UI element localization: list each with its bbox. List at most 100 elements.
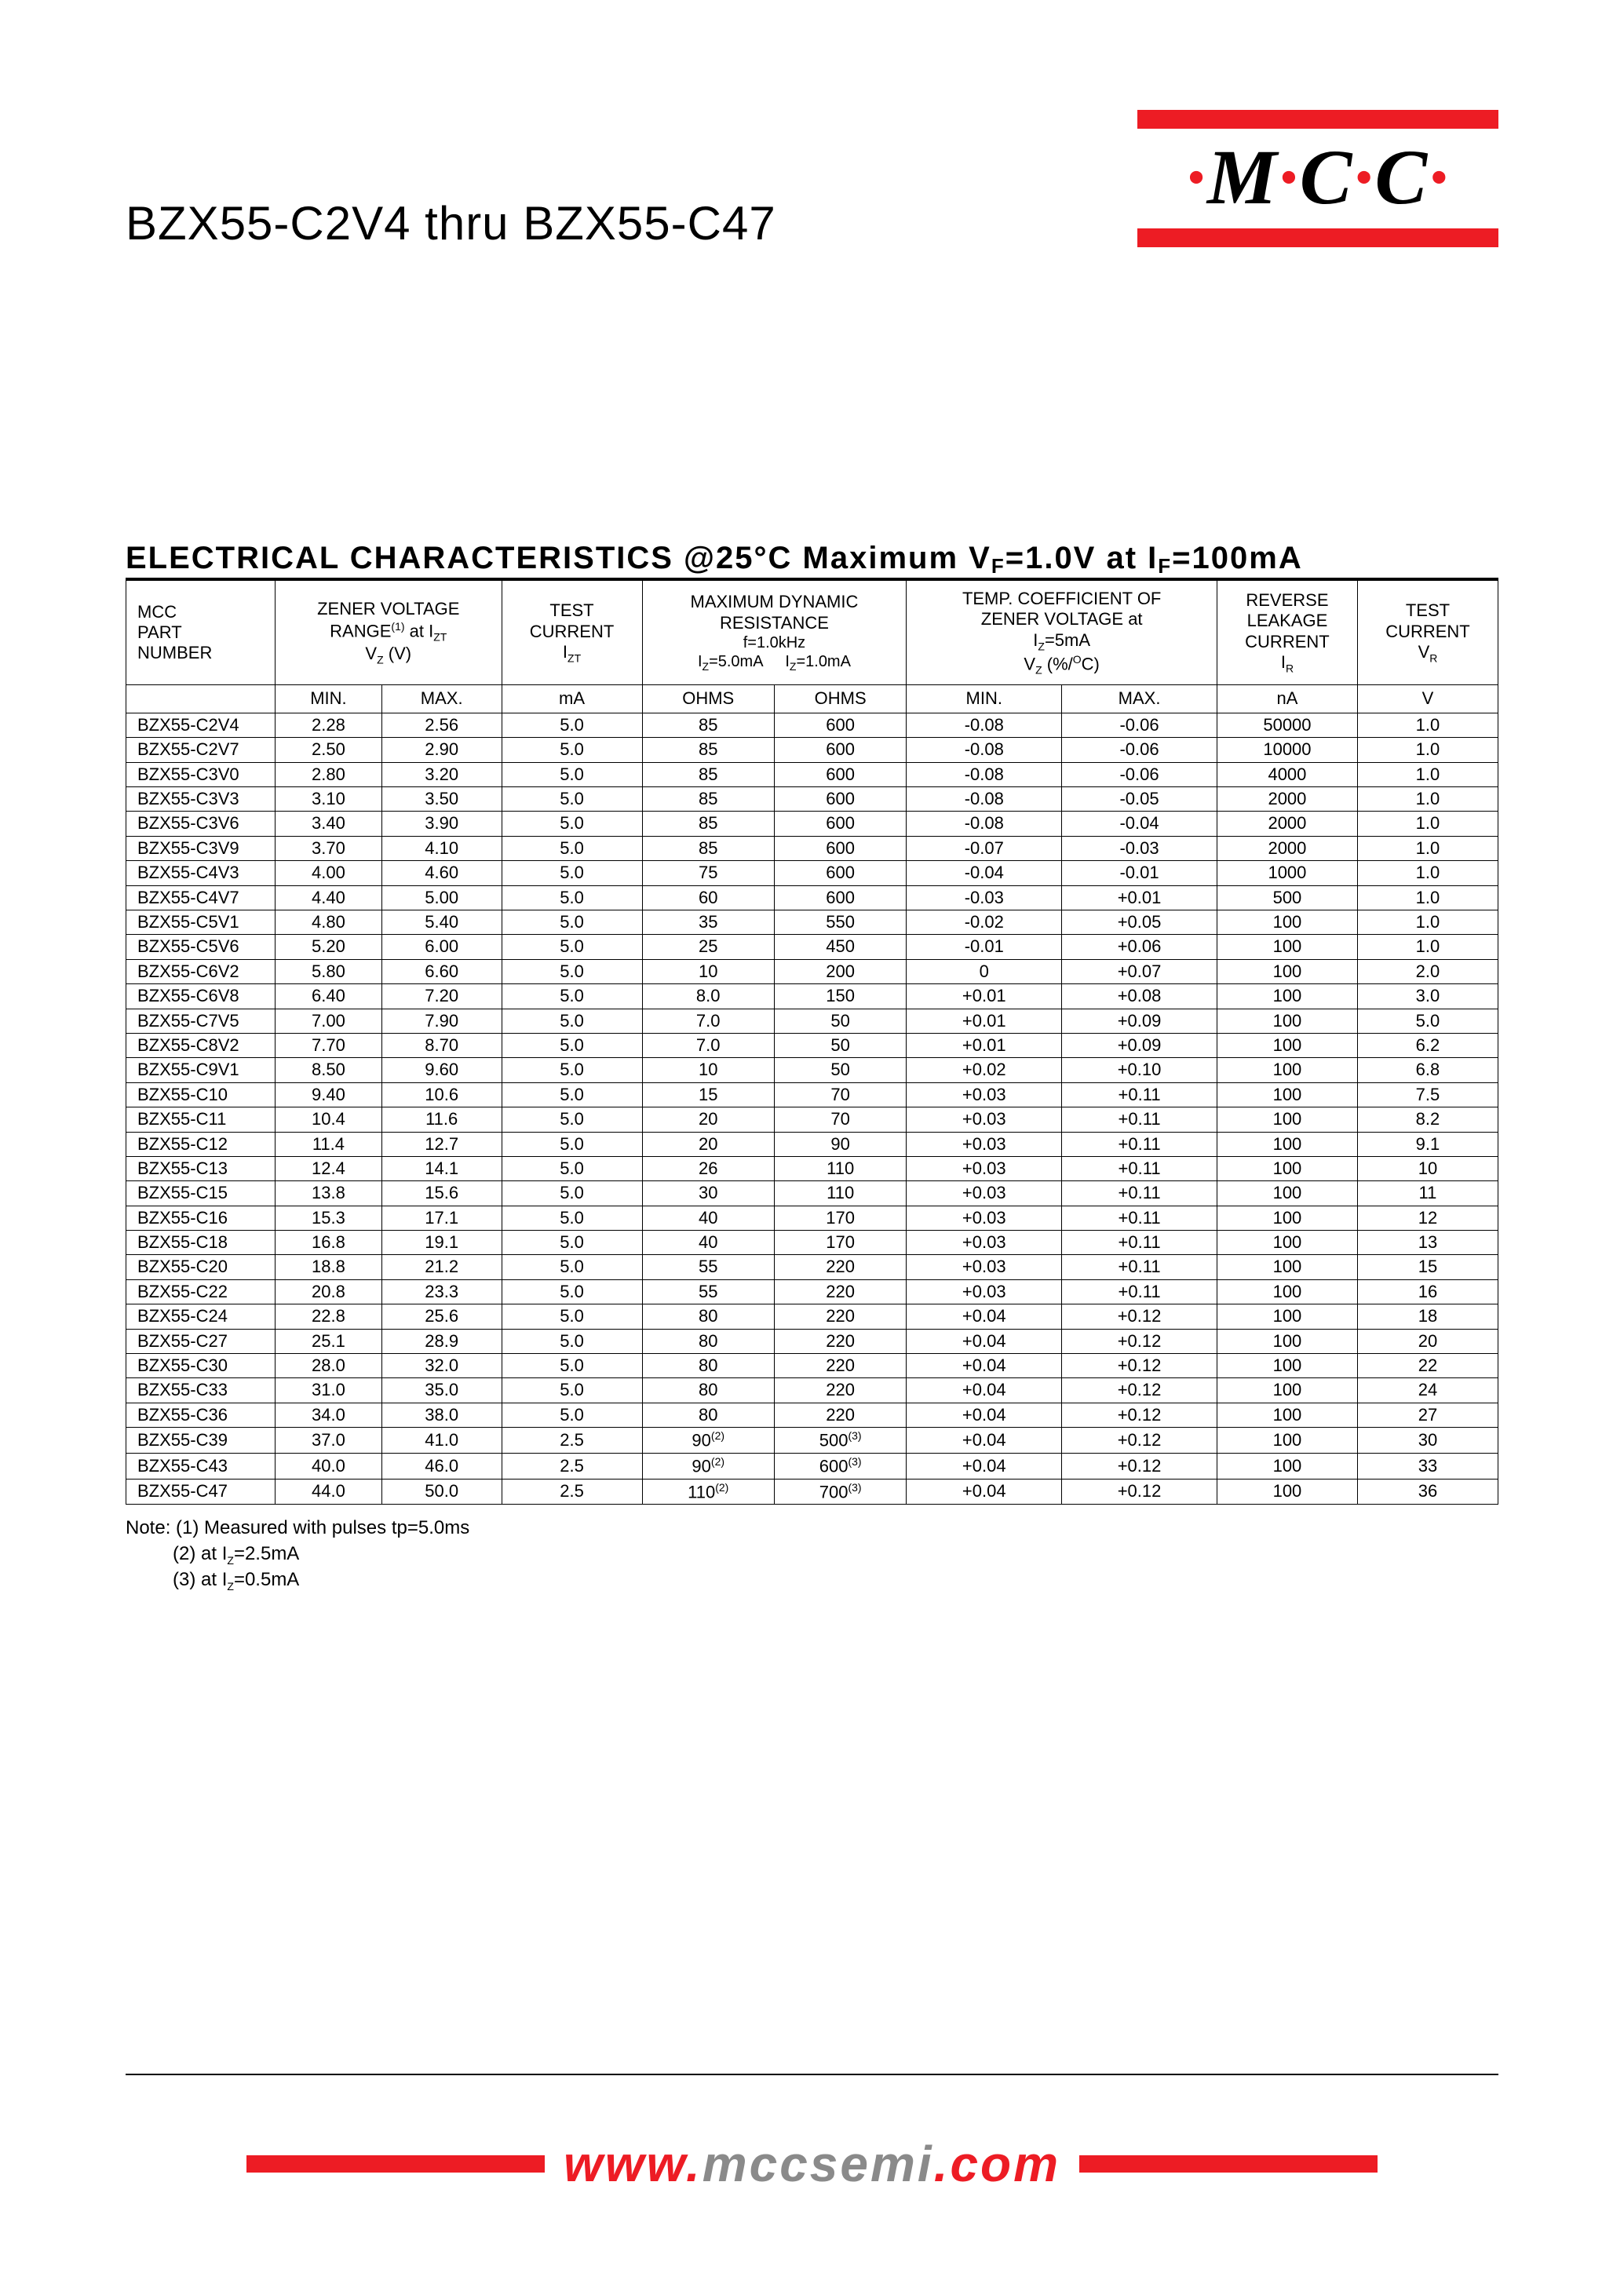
col-header-1: ZENER VOLTAGERANGE(1) at IZTVZ (V) [276, 581, 502, 685]
cell: 15.6 [381, 1181, 502, 1206]
cell: 100 [1217, 1231, 1357, 1255]
cell: 1.0 [1357, 910, 1498, 935]
cell: 220 [774, 1279, 906, 1304]
table-row: BZX55-C4744.050.02.5110(2)700(3)+0.04+0.… [126, 1479, 1498, 1505]
cell: 5.0 [502, 885, 642, 910]
cell: +0.03 [907, 1156, 1062, 1180]
table-row: BZX55-C5V65.206.005.025450-0.01+0.061001… [126, 935, 1498, 959]
cell: 3.70 [276, 836, 382, 860]
cell: 28.0 [276, 1354, 382, 1378]
cell: 38.0 [381, 1403, 502, 1427]
cell: 100 [1217, 1354, 1357, 1378]
cell: 80 [642, 1329, 774, 1353]
cell: +0.01 [907, 984, 1062, 1009]
cell: 1.0 [1357, 762, 1498, 786]
cell: -0.04 [907, 861, 1062, 885]
cell: 220 [774, 1403, 906, 1427]
cell: BZX55-C5V6 [126, 935, 276, 959]
cell: 4000 [1217, 762, 1357, 786]
unit-header-5: OHMS [774, 685, 906, 713]
cell: BZX55-C2V7 [126, 738, 276, 762]
cell: 13 [1357, 1231, 1498, 1255]
cell: 85 [642, 738, 774, 762]
cell: 100 [1217, 1009, 1357, 1033]
cell: 220 [774, 1378, 906, 1403]
cell: BZX55-C11 [126, 1107, 276, 1132]
cell: -0.08 [907, 738, 1062, 762]
cell: 28.9 [381, 1329, 502, 1353]
mcc-logo: ·M·C·C· [1137, 110, 1498, 247]
cell: 5.40 [381, 910, 502, 935]
cell: 100 [1217, 959, 1357, 983]
cell: +0.12 [1062, 1354, 1217, 1378]
cell: 60 [642, 885, 774, 910]
cell: 100 [1217, 1082, 1357, 1107]
cell: 4.40 [276, 885, 382, 910]
cell: 10 [1357, 1156, 1498, 1180]
cell: 80 [642, 1403, 774, 1427]
cell: 10000 [1217, 738, 1357, 762]
cell: 1.0 [1357, 812, 1498, 836]
table-row: BZX55-C1615.317.15.040170+0.03+0.1110012 [126, 1206, 1498, 1230]
cell: BZX55-C15 [126, 1181, 276, 1206]
cell: BZX55-C30 [126, 1354, 276, 1378]
cell: 170 [774, 1206, 906, 1230]
cell: +0.09 [1062, 1033, 1217, 1057]
table-row: BZX55-C109.4010.65.01570+0.03+0.111007.5 [126, 1082, 1498, 1107]
cell: +0.11 [1062, 1279, 1217, 1304]
footer-divider [126, 2074, 1498, 2075]
cell: 4.00 [276, 861, 382, 885]
cell: +0.12 [1062, 1479, 1217, 1505]
cell: 3.20 [381, 762, 502, 786]
cell: 5.0 [502, 1181, 642, 1206]
cell: 7.00 [276, 1009, 382, 1033]
table-row: BZX55-C3V93.704.105.085600-0.07-0.032000… [126, 836, 1498, 860]
cell: 50.0 [381, 1479, 502, 1505]
cell: 31.0 [276, 1378, 382, 1403]
table-row: BZX55-C2V42.282.565.085600-0.08-0.065000… [126, 713, 1498, 737]
cell: +0.11 [1062, 1132, 1217, 1156]
cell: 17.1 [381, 1206, 502, 1230]
cell: 11.6 [381, 1107, 502, 1132]
cell: +0.12 [1062, 1403, 1217, 1427]
cell: 5.80 [276, 959, 382, 983]
cell: 170 [774, 1231, 906, 1255]
cell: -0.08 [907, 713, 1062, 737]
cell: 18 [1357, 1304, 1498, 1329]
cell: 100 [1217, 1329, 1357, 1353]
cell: 0 [907, 959, 1062, 983]
cell: 10 [642, 1058, 774, 1082]
cell: 90(2) [642, 1428, 774, 1454]
cell: 2000 [1217, 836, 1357, 860]
cell: 1.0 [1357, 935, 1498, 959]
cell: 100 [1217, 1206, 1357, 1230]
cell: +0.11 [1062, 1231, 1217, 1255]
cell: BZX55-C13 [126, 1156, 276, 1180]
col-header-5: REVERSELEAKAGECURRENTIR [1217, 581, 1357, 685]
cell: BZX55-C4V7 [126, 885, 276, 910]
cell: 9.1 [1357, 1132, 1498, 1156]
cell: +0.04 [907, 1378, 1062, 1403]
cell: 55 [642, 1255, 774, 1279]
cell: 5.20 [276, 935, 382, 959]
cell: 110(2) [642, 1479, 774, 1505]
cell: 80 [642, 1304, 774, 1329]
cell: 15.3 [276, 1206, 382, 1230]
cell: BZX55-C5V1 [126, 910, 276, 935]
cell: 220 [774, 1329, 906, 1353]
cell: 5.0 [502, 1304, 642, 1329]
table-row: BZX55-C6V86.407.205.08.0150+0.01+0.08100… [126, 984, 1498, 1009]
cell: -0.08 [907, 787, 1062, 812]
col-header-4: TEMP. COEFFICIENT OFZENER VOLTAGE atIZ=5… [907, 581, 1217, 685]
cell: 50000 [1217, 713, 1357, 737]
cell: +0.11 [1062, 1206, 1217, 1230]
col-header-0: MCCPARTNUMBER [126, 581, 276, 685]
cell: 4.60 [381, 861, 502, 885]
cell: 3.50 [381, 787, 502, 812]
cell: 8.70 [381, 1033, 502, 1057]
unit-header-6: MIN. [907, 685, 1062, 713]
cell: 2.5 [502, 1453, 642, 1479]
cell: BZX55-C10 [126, 1082, 276, 1107]
cell: 6.00 [381, 935, 502, 959]
cell: 100 [1217, 910, 1357, 935]
